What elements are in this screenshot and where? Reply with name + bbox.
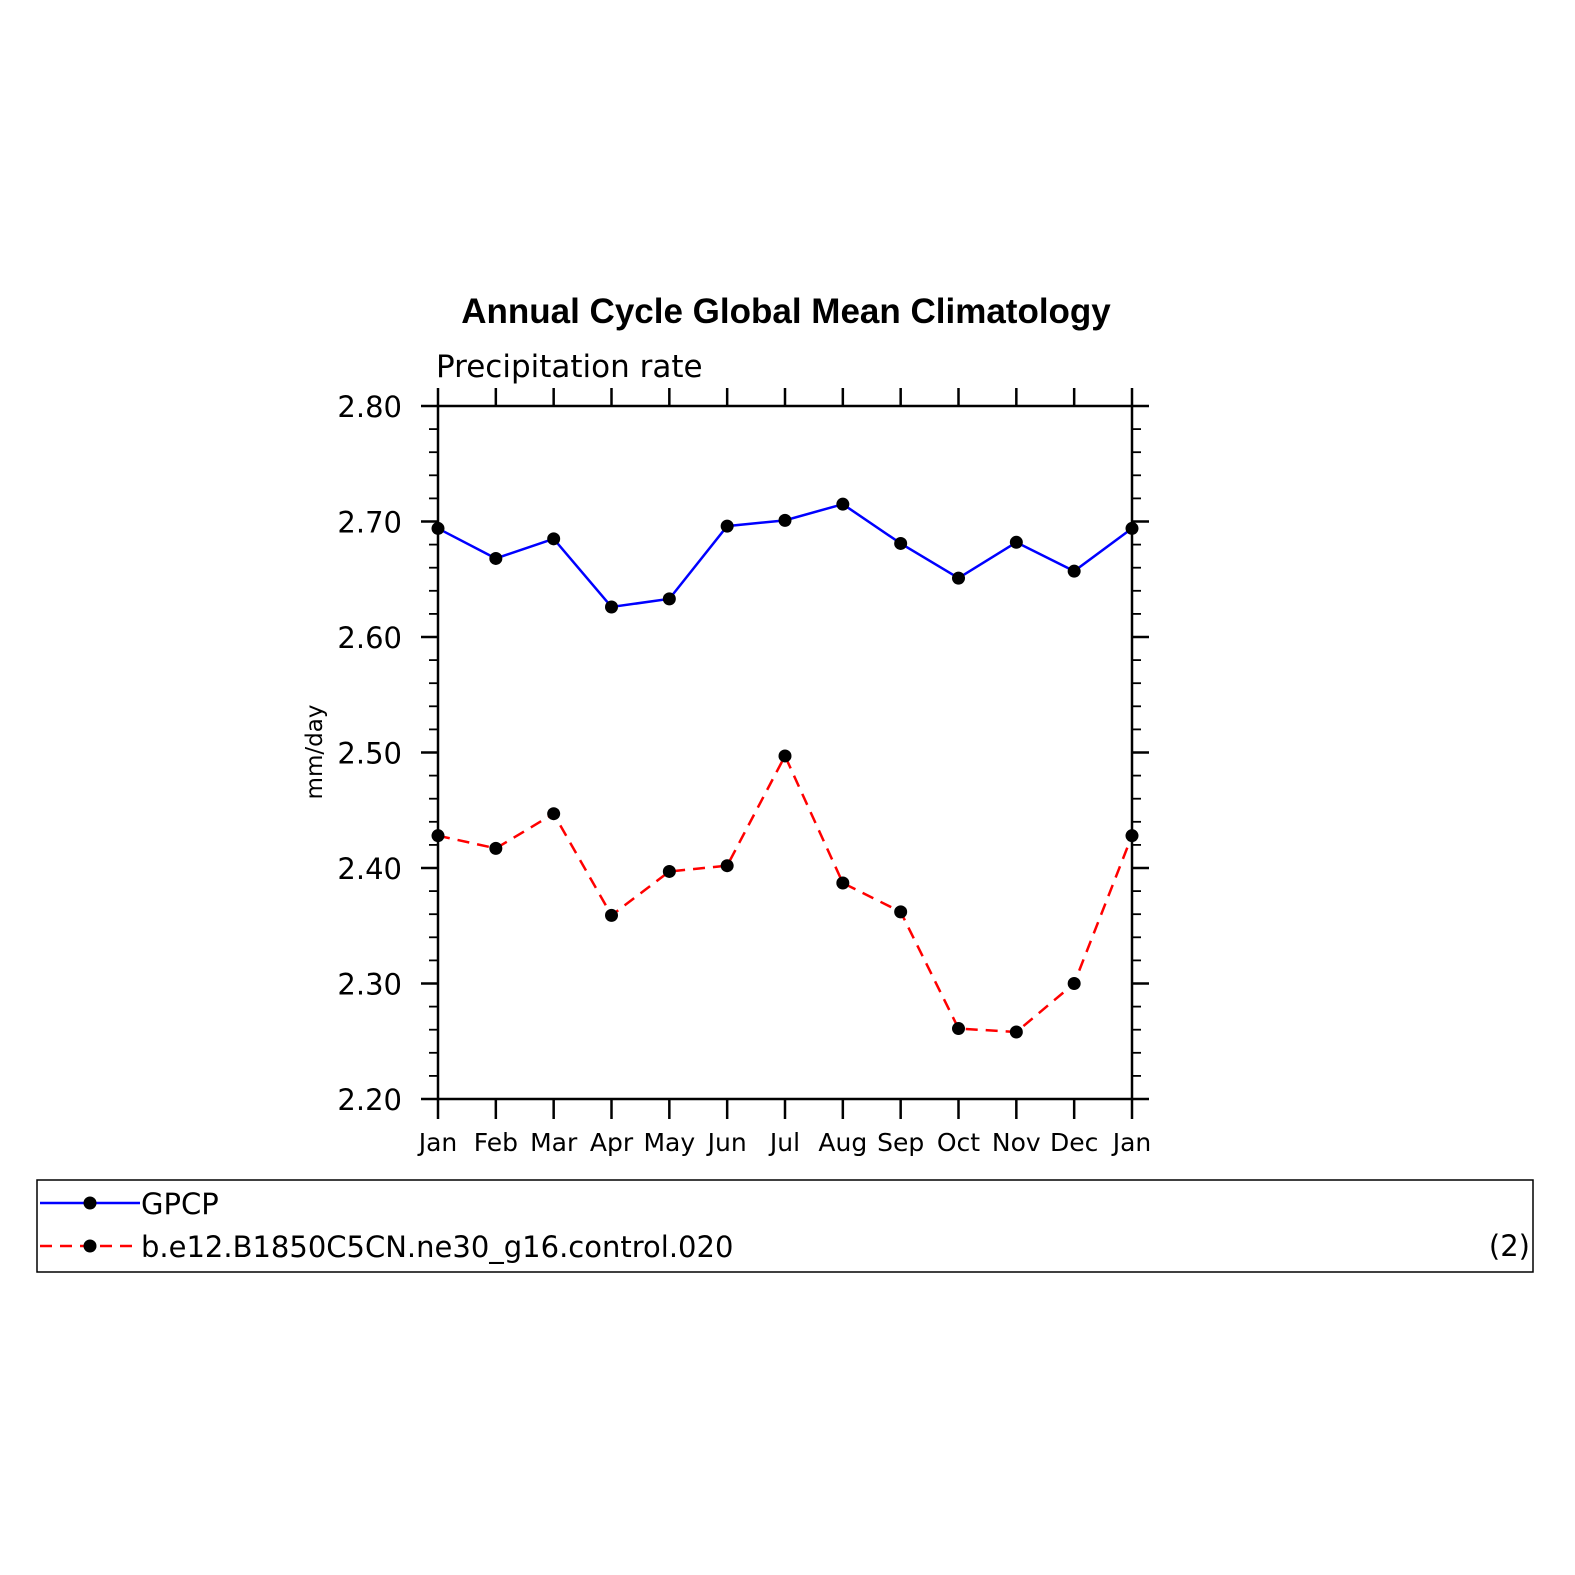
legend: GPCP b.e12.B1850C5CN.ne30_g16.control.020 [40, 1187, 733, 1264]
data-point [431, 829, 445, 843]
chart-subtitle: Precipitation rate [436, 349, 703, 385]
data-point [605, 908, 618, 922]
series-line-1 [437, 753, 1134, 1034]
data-point [720, 859, 734, 873]
data-point [1125, 521, 1139, 535]
panel-label: (2) [1489, 1229, 1530, 1263]
axes-ticks [421, 388, 1149, 1119]
data-point [952, 571, 965, 585]
data-point [489, 841, 503, 855]
data-point [662, 592, 676, 606]
legend-marker [83, 1196, 97, 1210]
data-point [1009, 535, 1023, 549]
data-point [431, 521, 445, 535]
x-tick-label: Apr [590, 1128, 634, 1157]
y-tick-label: 2.20 [337, 1083, 402, 1117]
y-tick-label: 2.80 [337, 390, 402, 424]
x-tick-label: Feb [474, 1128, 518, 1157]
x-tick-label: Mar [530, 1128, 578, 1157]
x-tick-label: May [643, 1128, 695, 1157]
legend-label-0: GPCP [141, 1187, 219, 1221]
data-point [1067, 977, 1081, 990]
series-markers [431, 497, 1139, 1039]
x-tick-label: Jan [1111, 1128, 1152, 1157]
legend-label-1: b.e12.B1850C5CN.ne30_g16.control.020 [141, 1230, 733, 1264]
data-point [547, 532, 561, 546]
series-lines [437, 502, 1134, 1034]
y-tick-labels: 2.20 2.30 2.40 2.50 2.60 2.70 2.80 [337, 390, 402, 1117]
data-point [489, 551, 503, 565]
x-tick-label: Jan [417, 1128, 458, 1157]
y-tick-label: 2.50 [337, 737, 402, 771]
y-axis-label: mm/day [302, 705, 328, 800]
y-tick-label: 2.40 [337, 852, 402, 886]
data-point [778, 513, 792, 527]
x-tick-label: Jun [706, 1128, 747, 1157]
legend-box [36, 1179, 1534, 1273]
data-point [547, 807, 561, 821]
data-point [605, 600, 618, 614]
data-point [836, 497, 850, 511]
x-tick-label: Aug [818, 1128, 867, 1157]
x-tick-labels: Jan Feb Mar Apr May Jun Jul Aug Sep Oct Nov Dec Jan [417, 1128, 1152, 1157]
data-point [1125, 829, 1139, 843]
y-tick-label: 2.60 [337, 621, 402, 655]
y-tick-label: 2.30 [337, 968, 402, 1002]
x-tick-label: Jul [768, 1128, 800, 1157]
data-point [662, 864, 676, 878]
data-point [720, 519, 734, 533]
x-tick-label: Nov [992, 1128, 1041, 1157]
data-point [952, 1022, 965, 1036]
legend-marker [83, 1239, 97, 1253]
data-point [1009, 1025, 1023, 1039]
chart-title: Annual Cycle Global Mean Climatology [461, 292, 1111, 331]
x-tick-label: Sep [877, 1128, 924, 1157]
data-point [836, 876, 850, 890]
data-point [894, 905, 908, 919]
data-point [1067, 564, 1081, 578]
x-tick-label: Dec [1050, 1128, 1098, 1157]
data-point [894, 536, 908, 550]
y-tick-label: 2.70 [337, 506, 402, 540]
x-tick-label: Oct [937, 1128, 980, 1157]
data-point [778, 749, 792, 763]
